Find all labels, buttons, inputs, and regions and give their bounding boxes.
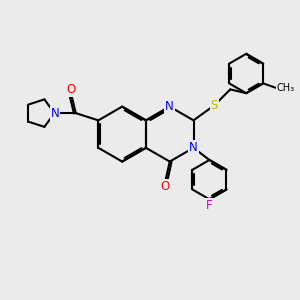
Text: CH₃: CH₃ xyxy=(277,83,295,93)
Text: N: N xyxy=(165,100,174,113)
Text: N: N xyxy=(189,141,198,154)
Text: O: O xyxy=(67,83,76,96)
Text: N: N xyxy=(51,106,59,120)
Text: F: F xyxy=(206,199,213,212)
Text: O: O xyxy=(161,179,170,193)
Text: S: S xyxy=(211,99,218,112)
